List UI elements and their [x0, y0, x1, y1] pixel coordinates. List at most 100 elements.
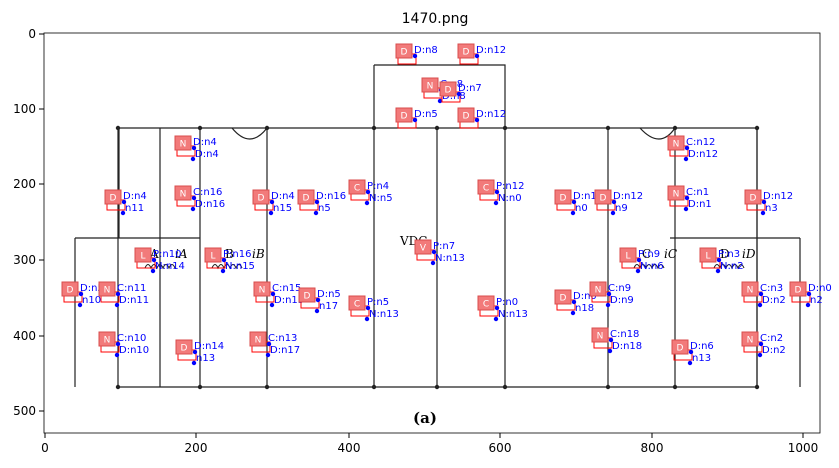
component-badge-letter: L [140, 252, 145, 262]
port-label: n3 [765, 203, 778, 214]
component-badge-letter: V [420, 244, 427, 254]
component-badge [175, 339, 193, 355]
terminal-dot [688, 349, 694, 355]
terminal-dot [494, 305, 500, 311]
port-label: D:n17 [270, 345, 300, 356]
terminal-dot [687, 360, 693, 366]
component-badge-letter: D [258, 194, 265, 204]
component-marker: C P:n5N:n13 [348, 295, 399, 322]
node-label: D:n0 [573, 291, 597, 302]
component-badge-letter: N [104, 286, 111, 296]
node-label: P:n5 [367, 297, 389, 308]
port-label: n5 [318, 203, 331, 214]
component-badge [591, 327, 609, 343]
terminal-dot [313, 210, 319, 216]
port-label: N:n2 [720, 261, 744, 272]
component-marker: C P:n4N:n5 [348, 179, 393, 206]
current-c-label: iC [664, 247, 677, 261]
port-label: D:n2 [762, 295, 786, 306]
terminal-dot [77, 302, 83, 308]
node-label: D:n7 [458, 83, 482, 94]
terminal-dot [610, 210, 616, 216]
node-label: C:n13 [268, 333, 297, 344]
component-badge [395, 107, 413, 123]
component-badge-letter: L [625, 252, 630, 262]
port-label: N:n0 [498, 193, 522, 204]
terminal-dot [684, 145, 690, 151]
component-marker: L P:n9N:n6 [619, 247, 664, 274]
component-badge [477, 179, 495, 195]
terminal-dot [806, 291, 812, 297]
component-badge [252, 189, 270, 205]
terminal-dot [611, 199, 617, 205]
component-badge-letter: D [795, 286, 802, 296]
node-label: D:n6 [690, 341, 714, 352]
component-badge-letter: D [463, 112, 470, 122]
component-badge-letter: D [110, 194, 117, 204]
terminal-dot [121, 199, 127, 205]
node-label: C:n10 [117, 333, 146, 344]
phase-d-label: D [720, 247, 730, 261]
component-badge [477, 295, 495, 311]
terminal-dot [636, 257, 642, 263]
node-label: D:n14 [194, 341, 224, 352]
terminal-dot [315, 297, 321, 303]
component-badge-letter: D [560, 294, 567, 304]
component-badge-letter: N [673, 140, 680, 150]
component-badge [298, 287, 316, 303]
node-label: P:n7 [433, 241, 455, 252]
terminal-dot [190, 206, 196, 212]
terminal-dot [365, 305, 371, 311]
component-marker: N C:n3D:n2 [741, 281, 786, 308]
component-badge-letter: N [427, 82, 434, 92]
node-label: P:n9 [638, 249, 660, 260]
component-badge-letter: N [747, 286, 754, 296]
node-label: D:n12 [476, 109, 506, 120]
component-badge [554, 289, 572, 305]
node-label: C:n3 [760, 283, 783, 294]
current-b-label: iB [252, 247, 265, 261]
node-label: C:n11 [117, 283, 146, 294]
y-tick-label: 0 [28, 27, 36, 41]
terminal-dot [191, 195, 197, 201]
axes-frame [43, 32, 821, 434]
component-badge-letter: D [677, 344, 684, 354]
component-badge-letter: D [181, 344, 188, 354]
component-badge-letter: D [463, 48, 470, 58]
component-badge [457, 43, 475, 59]
component-badge-letter: C [483, 184, 489, 194]
y-tick-label: 400 [13, 329, 36, 343]
terminal-dot [78, 291, 84, 297]
component-badge [619, 247, 637, 263]
component-badge [671, 339, 689, 355]
component-badge [589, 281, 607, 297]
figure-title: 1470.png [402, 11, 469, 27]
component-badge [554, 189, 572, 205]
terminal-dot [758, 291, 764, 297]
node-label: C:n16 [193, 187, 222, 198]
component-badge [395, 43, 413, 59]
phase-a-label: A [149, 247, 159, 261]
terminal-dot [190, 156, 196, 162]
component-badge-letter: D [401, 112, 408, 122]
node-label: P:n10 [153, 249, 181, 260]
x-tick-label: 800 [641, 441, 664, 455]
component-marker: D D:n5 [395, 107, 438, 129]
component-badge [789, 281, 807, 297]
terminal-dot [270, 291, 276, 297]
terminal-dot [314, 199, 320, 205]
port-label: n9 [615, 203, 628, 214]
port-label: n15 [273, 203, 292, 214]
component-marker: D D:n7 [439, 81, 482, 103]
